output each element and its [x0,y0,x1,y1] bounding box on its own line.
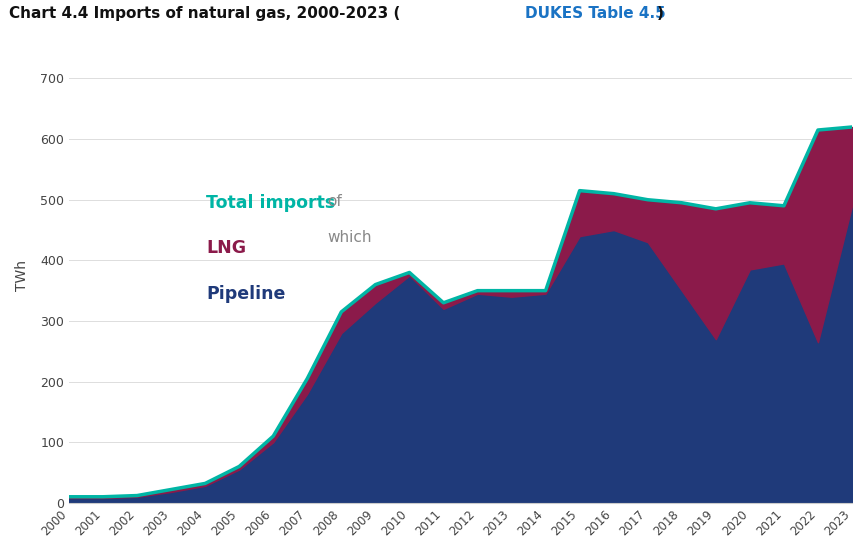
Text: Chart 4.4 Imports of natural gas, 2000-2023 (: Chart 4.4 Imports of natural gas, 2000-2… [9,6,400,20]
Y-axis label: TWh: TWh [15,260,29,291]
Text: Pipeline: Pipeline [206,285,285,302]
Text: DUKES Table 4.5: DUKES Table 4.5 [525,6,665,20]
Text: which: which [328,230,372,245]
Text: ): ) [656,6,663,20]
Text: of: of [328,194,342,208]
Text: LNG: LNG [206,239,246,257]
Text: Total imports: Total imports [206,194,336,212]
